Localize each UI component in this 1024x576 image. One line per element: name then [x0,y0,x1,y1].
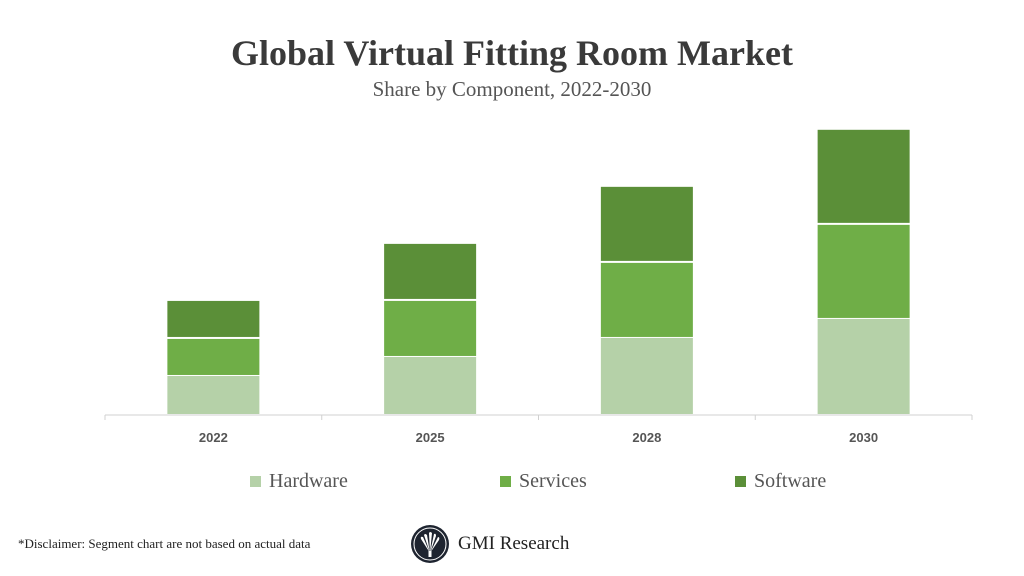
x-tick-label: 2028 [632,430,661,445]
bar-segment-services-2022 [167,338,260,375]
brand-name: GMI Research [458,533,570,554]
legend-item-hardware: Hardware [250,470,348,493]
bar-segment-hardware-2022 [167,375,260,414]
bar-segment-services-2030 [817,224,910,318]
legend-swatch [250,476,261,487]
legend-label: Services [519,470,587,492]
bar-segment-software-2025 [384,243,477,299]
bar-segment-hardware-2030 [817,318,910,414]
bar-segment-hardware-2025 [384,356,477,414]
bar-segment-software-2028 [600,186,693,261]
legend-label: Hardware [269,470,348,492]
bar-segment-hardware-2028 [600,337,693,414]
fan-leaf-logo-icon [411,525,449,563]
legend-swatch [735,476,746,487]
legend: Hardware Services Software [0,470,1024,498]
x-tick-label: 2030 [849,430,878,445]
legend-item-services: Services [500,470,587,493]
chart-title: Global Virtual Fitting Room Market [231,33,793,73]
legend-label: Software [754,470,827,492]
x-tick-label: 2025 [416,430,445,445]
brand-logo: GMI Research [410,524,569,564]
chart-subtitle: Share by Component, 2022-2030 [372,77,652,101]
disclaimer: *Disclaimer: Segment chart are not based… [18,536,311,551]
bar-segment-software-2022 [167,300,260,337]
bar-segment-services-2028 [600,262,693,337]
x-tick-label: 2022 [199,430,228,445]
bar-segment-services-2025 [384,300,477,356]
legend-item-software: Software [735,470,826,493]
bar-segment-software-2030 [817,129,910,223]
legend-swatch [500,476,511,487]
